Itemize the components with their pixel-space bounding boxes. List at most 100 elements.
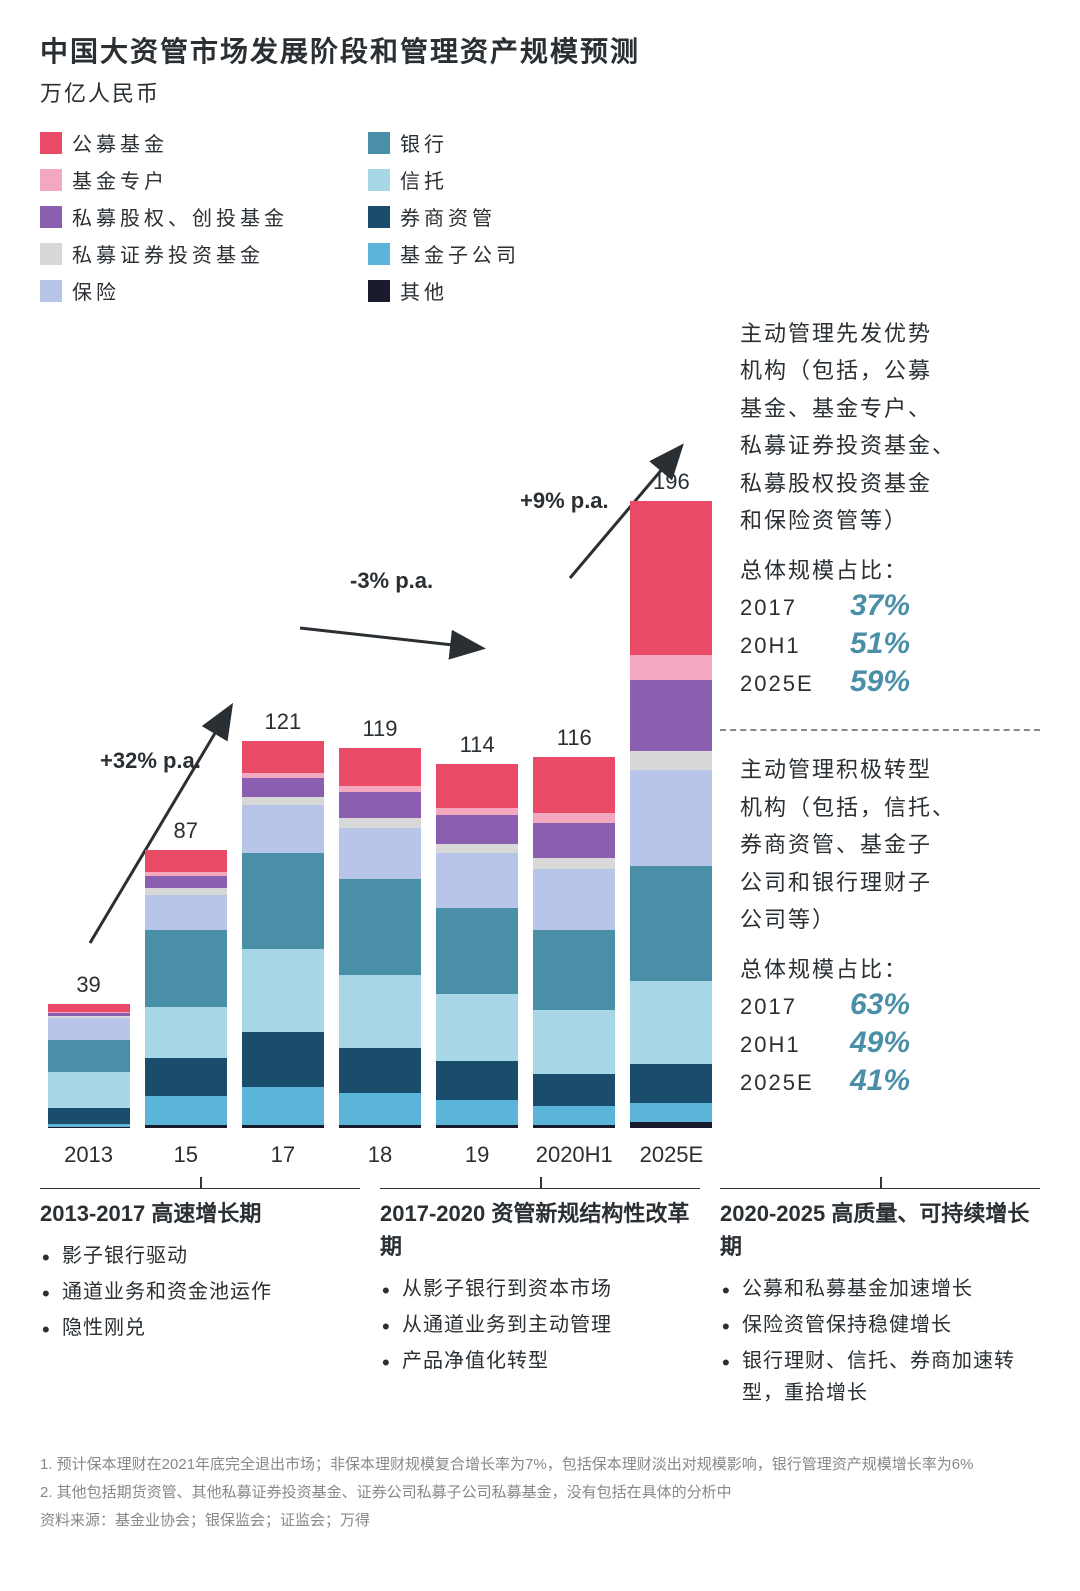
- period-list-item: 公募和私募基金加速增长: [720, 1273, 1040, 1305]
- bar-segment-pe_vc: [533, 823, 615, 858]
- bar-total-label: 87: [173, 818, 197, 844]
- stacked-bar: [630, 501, 712, 1128]
- period-column: 2013-2017 高速增长期影子银行驱动通道业务和资金池运作隐性刚兑: [40, 1188, 360, 1413]
- legend-item: 保险: [40, 276, 288, 305]
- bar-segment-other: [630, 1122, 712, 1128]
- period-list-item: 产品净值化转型: [380, 1345, 700, 1377]
- bar-column: 196: [630, 469, 712, 1128]
- bar-segment-public_fund: [242, 741, 324, 773]
- bar-segment-fund_sub: [339, 1093, 421, 1125]
- stat-row: 2025E 59%: [740, 665, 1040, 699]
- bar-segment-trust: [48, 1072, 130, 1107]
- bar-segment-private_sec: [630, 751, 712, 770]
- bar-segment-pe_vc: [630, 680, 712, 750]
- growth-rate-label: +9% p.a.: [520, 488, 609, 514]
- bar-segment-broker: [436, 1061, 518, 1099]
- bar-segment-fund_sub: [436, 1100, 518, 1126]
- stat-row: 20H1 49%: [740, 1026, 1040, 1060]
- period-descriptions: 2013-2017 高速增长期影子银行驱动通道业务和资金池运作隐性刚兑 2017-…: [40, 1188, 1040, 1413]
- period-title: 2017-2020 资管新规结构性改革期: [380, 1188, 700, 1263]
- period-list-item: 银行理财、信托、券商加速转型，重拾增长: [720, 1345, 1040, 1409]
- legend-item: 私募股权、创投基金: [40, 202, 288, 231]
- bar-segment-insurance: [436, 853, 518, 907]
- bar-segment-public_fund: [48, 1004, 130, 1012]
- period-list-item: 隐性刚兑: [40, 1312, 360, 1344]
- bar-column: 39: [48, 972, 130, 1129]
- bar-column: 119: [339, 716, 421, 1129]
- bar-total-label: 119: [362, 716, 397, 742]
- legend-swatch: [40, 280, 62, 302]
- bar-segment-pe_vc: [436, 815, 518, 844]
- period-list-item: 保险资管保持稳健增长: [720, 1309, 1040, 1341]
- stat-year: 2017: [740, 595, 830, 621]
- bar-column: 116: [533, 725, 615, 1128]
- stat-percentage: 49%: [850, 1026, 910, 1060]
- stacked-bar: [242, 741, 324, 1128]
- bar-segment-public_fund: [436, 764, 518, 809]
- bar-segment-other: [339, 1125, 421, 1128]
- stacked-bar: [145, 850, 227, 1128]
- legend-label: 私募证券投资基金: [72, 239, 264, 268]
- stat-year: 20H1: [740, 633, 830, 659]
- bar-segment-pe_vc: [339, 792, 421, 818]
- x-axis-label: 2025E: [630, 1142, 712, 1168]
- legend-swatch: [40, 169, 62, 191]
- x-axis-label: 2020H1: [533, 1142, 615, 1168]
- bar-column: 121: [242, 709, 324, 1128]
- legend-label: 券商资管: [400, 202, 496, 231]
- bar-total-label: 114: [460, 732, 495, 758]
- bar-segment-pe_vc: [242, 778, 324, 797]
- legend-item: 券商资管: [368, 202, 520, 231]
- legend-label: 保险: [72, 276, 120, 305]
- bar-segment-public_fund: [630, 501, 712, 655]
- bar-segment-fund_sub: [145, 1096, 227, 1125]
- stat-year: 2025E: [740, 671, 830, 697]
- bar-segment-fund_account: [630, 655, 712, 681]
- period-list-item: 通道业务和资金池运作: [40, 1276, 360, 1308]
- period-list: 从影子银行到资本市场从通道业务到主动管理产品净值化转型: [380, 1273, 700, 1377]
- data-source: 资料来源：基金业协会；银保监会；证监会；万得: [40, 1509, 1040, 1533]
- stat-row: 2017 37%: [740, 589, 1040, 623]
- bar-segment-public_fund: [533, 757, 615, 813]
- legend-label: 基金专户: [72, 165, 168, 194]
- x-axis-label: 18: [339, 1142, 421, 1168]
- period-list: 公募和私募基金加速增长保险资管保持稳健增长银行理财、信托、券商加速转型，重拾增长: [720, 1273, 1040, 1409]
- stat-percentage: 59%: [850, 665, 910, 699]
- bar-segment-bank: [48, 1040, 130, 1072]
- legend-swatch: [40, 132, 62, 154]
- bar-segment-bank: [339, 879, 421, 975]
- legend-swatch: [368, 243, 390, 265]
- legend-swatch: [368, 132, 390, 154]
- legend-label: 其他: [400, 276, 448, 305]
- stat-row: 2025E41%: [740, 1064, 1040, 1098]
- legend: 公募基金基金专户私募股权、创投基金私募证券投资基金保险 银行信托券商资管基金子公…: [40, 128, 1040, 305]
- stat-row: 201763%: [740, 988, 1040, 1022]
- legend-item: 其他: [368, 276, 520, 305]
- footnotes: 1. 预计保本理财在2021年底完全退出市场；非保本理财规模复合增长率为7%，包…: [40, 1453, 1040, 1533]
- stat-percentage: 63%: [850, 988, 910, 1022]
- legend-swatch: [368, 206, 390, 228]
- bar-segment-other: [242, 1125, 324, 1128]
- chart-subtitle: 万亿人民币: [40, 76, 1040, 108]
- stat-row: 20H1 51%: [740, 627, 1040, 661]
- period-list-item: 从影子银行到资本市场: [380, 1273, 700, 1305]
- stat-percentage: 37%: [850, 589, 910, 623]
- legend-swatch: [40, 243, 62, 265]
- bar-segment-public_fund: [145, 850, 227, 872]
- stat-percentage: 51%: [850, 627, 910, 661]
- bar-segment-broker: [630, 1064, 712, 1102]
- bar-segment-bank: [630, 866, 712, 981]
- legend-label: 银行: [400, 128, 448, 157]
- period-title: 2013-2017 高速增长期: [40, 1188, 360, 1230]
- bar-segment-private_sec: [533, 858, 615, 869]
- bar-segment-public_fund: [339, 748, 421, 786]
- side-top-title: 主动管理先发优势机构（包括，公募基金、基金专户、私募证券投资基金、私募股权投资基…: [740, 315, 1040, 539]
- bar-segment-broker: [533, 1074, 615, 1106]
- legend-item: 基金子公司: [368, 239, 520, 268]
- chart-title: 中国大资管市场发展阶段和管理资产规模预测: [40, 30, 1040, 70]
- legend-item: 私募证券投资基金: [40, 239, 288, 268]
- stat-year: 20H1: [740, 1032, 830, 1058]
- bar-segment-bank: [145, 930, 227, 1007]
- x-axis-label: 17: [242, 1142, 324, 1168]
- bar-segment-private_sec: [242, 797, 324, 805]
